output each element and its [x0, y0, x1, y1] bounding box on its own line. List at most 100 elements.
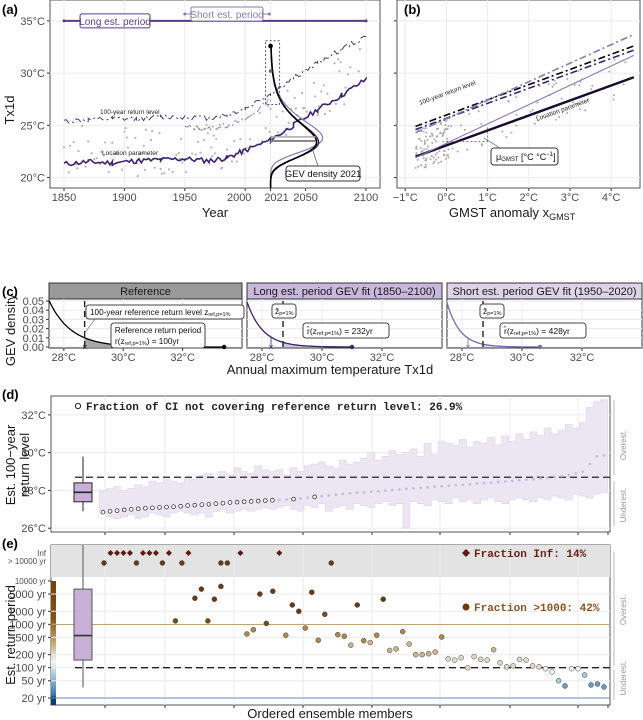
- member-point-e: [289, 602, 296, 608]
- data-point-a: [267, 104, 270, 108]
- member-point-e: [367, 639, 373, 646]
- data-point-a: [303, 106, 306, 110]
- est-r: r̂(z: [503, 325, 514, 336]
- data-point-a: [90, 152, 93, 155]
- data-point-a: [210, 146, 213, 149]
- data-point-a: [175, 153, 178, 156]
- series-line-b: [415, 76, 635, 158]
- data-point-b: [622, 83, 625, 86]
- member-point: [447, 484, 451, 488]
- member-point: [171, 504, 176, 509]
- facet-title: Reference: [120, 286, 171, 298]
- data-point-b: [417, 165, 420, 168]
- data-point-b: [432, 156, 435, 159]
- slope-label-unit: [°C °C: [519, 152, 547, 162]
- data-point-a: [275, 115, 278, 118]
- data-point-b: [431, 134, 434, 137]
- data-point-a: [87, 140, 90, 143]
- legend-text-d: Fraction of CI not covering reference re…: [86, 402, 463, 414]
- data-point-a: [268, 130, 271, 133]
- data-point-b: [444, 123, 447, 126]
- member-point-e: [406, 641, 412, 647]
- side-label-overest-e: Overest.: [619, 595, 628, 625]
- member-point: [391, 488, 394, 492]
- inf-marker: [107, 550, 114, 556]
- data-point-b: [420, 164, 423, 167]
- data-point-a: [143, 168, 147, 172]
- data-point-b: [447, 154, 450, 157]
- data-point-b: [423, 139, 426, 142]
- data-point-b: [436, 152, 439, 155]
- member-point-e: [490, 646, 497, 653]
- member-point: [412, 487, 415, 490]
- member-point-e: [322, 611, 328, 618]
- data-point-b: [415, 151, 418, 154]
- data-point-b: [430, 155, 433, 158]
- inf-marker: [185, 550, 192, 556]
- data-point-b: [431, 142, 434, 145]
- member-point-e: [549, 669, 555, 675]
- data-point-a: [72, 141, 75, 144]
- member-point: [398, 488, 401, 491]
- member-point: [100, 509, 106, 515]
- data-point-a: [126, 146, 130, 149]
- series-line-b: [415, 45, 635, 128]
- tick-label-y-e: 10000 yr: [15, 577, 46, 586]
- data-point-b: [419, 147, 422, 150]
- period-label-box: [79, 13, 151, 29]
- data-point-b: [441, 134, 444, 137]
- data-point-b: [420, 150, 423, 153]
- tick-label-x-c: 32°C: [170, 352, 195, 364]
- data-point-a: [160, 172, 163, 175]
- member-point-e: [445, 656, 451, 662]
- tick-label-y-c: 0.02: [23, 324, 44, 336]
- data-point-b: [578, 84, 581, 87]
- data-point-b: [536, 101, 539, 104]
- member-point-e: [523, 657, 529, 663]
- data-point-b: [624, 61, 627, 64]
- data-point-b: [437, 161, 440, 164]
- data-point-b: [547, 83, 550, 86]
- data-point-b: [451, 147, 454, 150]
- data-point-b: [591, 84, 594, 87]
- data-point-b: [444, 157, 447, 160]
- data-point-a: [314, 95, 317, 98]
- data-point-a: [250, 114, 253, 117]
- member-point-e: [192, 595, 198, 602]
- member-point: [560, 474, 563, 478]
- data-point-b: [443, 129, 446, 132]
- data-point-a: [305, 110, 308, 113]
- member-point-e: [270, 588, 276, 595]
- member-point-e: [594, 681, 601, 687]
- slope-label-box: [490, 147, 559, 166]
- member-point-e: [477, 656, 484, 663]
- data-point-a: [76, 167, 79, 170]
- data-point-a: [151, 129, 154, 133]
- reference-return-period-title: Reference return period: [115, 326, 202, 335]
- tick-label-x-b: 2°C: [520, 192, 539, 204]
- tick-label-x-a: 1900: [112, 192, 136, 204]
- data-point-a: [215, 137, 218, 140]
- inf-marker: [139, 550, 146, 556]
- tick-label-x-b: −1°C: [393, 192, 418, 204]
- annotation-box: [499, 322, 587, 339]
- data-point-a: [320, 90, 323, 93]
- data-point-b: [590, 88, 593, 91]
- data-point-b: [456, 150, 459, 153]
- data-point-a: [136, 175, 139, 178]
- data-point-a: [84, 165, 87, 168]
- legend-inf-marker: [462, 549, 470, 557]
- data-point-b: [420, 140, 423, 143]
- member-point: [475, 482, 479, 485]
- data-point-a: [200, 129, 203, 132]
- data-point-b: [577, 69, 580, 72]
- data-point-b: [579, 108, 582, 111]
- data-point-b: [425, 147, 428, 150]
- member-point-e: [542, 665, 549, 672]
- data-point-b: [584, 109, 587, 112]
- est-z-sub: p=1%: [487, 311, 501, 317]
- data-point-a: [181, 161, 184, 164]
- data-point-b: [529, 110, 532, 113]
- annotation-box: [110, 322, 206, 349]
